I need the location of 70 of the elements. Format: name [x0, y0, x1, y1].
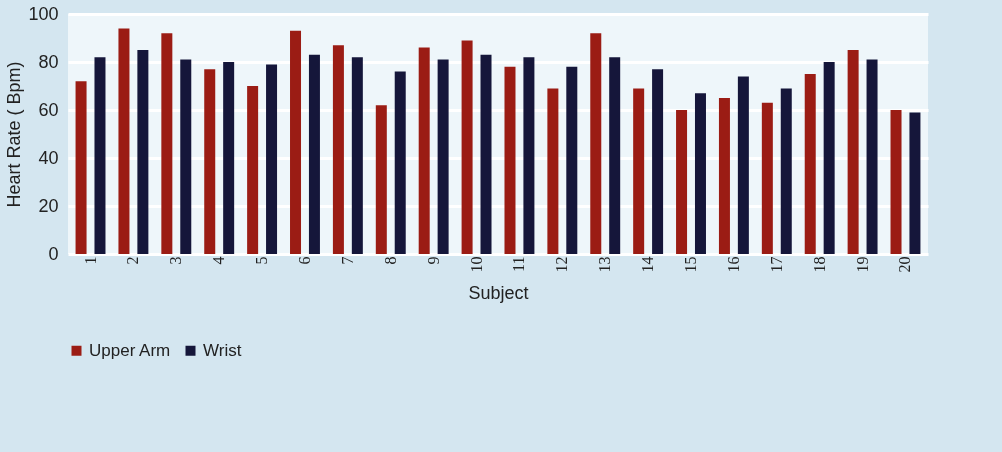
bar [804, 74, 816, 254]
bar [909, 112, 921, 254]
bar [480, 54, 492, 254]
bar [118, 28, 130, 254]
bar [180, 59, 192, 254]
x-tick-label: 14 [639, 256, 657, 273]
y-tick-label: 20 [38, 195, 59, 216]
bar [737, 76, 749, 254]
bar [694, 93, 706, 254]
x-tick-label: 5 [253, 256, 271, 265]
bar [308, 54, 320, 254]
y-tick-label: 80 [38, 51, 59, 72]
legend-label: Upper Arm [89, 340, 171, 360]
x-axis-title: Subject [468, 282, 529, 303]
y-tick-label: 0 [48, 243, 59, 264]
x-tick-label: 8 [381, 256, 399, 265]
bar [137, 50, 149, 254]
bar [94, 57, 106, 254]
bar [780, 88, 792, 254]
bar [633, 88, 645, 254]
bar [718, 98, 730, 254]
bar [204, 69, 216, 254]
x-tick-label: 10 [467, 256, 485, 273]
y-tick-label: 40 [38, 147, 59, 168]
bar [609, 57, 621, 254]
x-tick-label: 12 [553, 256, 571, 273]
x-tick-label: 13 [596, 256, 614, 273]
bar [504, 66, 516, 254]
x-tick-label: 19 [853, 256, 871, 273]
y-tick-label: 60 [38, 99, 59, 120]
bar [75, 81, 87, 254]
x-tick-label: 17 [767, 256, 785, 273]
bar [351, 57, 363, 254]
bar [652, 69, 664, 254]
bar [523, 57, 535, 254]
bar [418, 47, 430, 254]
x-tick-label: 15 [682, 256, 700, 273]
x-tick-label: 9 [424, 256, 442, 265]
x-tick-label: 18 [810, 256, 828, 273]
bar [394, 71, 406, 254]
x-tick-label: 4 [210, 256, 228, 265]
bar [761, 102, 773, 254]
bar [332, 45, 344, 254]
bar [437, 59, 449, 254]
bar [223, 62, 235, 254]
x-tick-label: 11 [510, 256, 528, 272]
bar [247, 86, 259, 254]
bar [461, 40, 473, 254]
bar [866, 59, 878, 254]
bar [161, 33, 173, 254]
bar [890, 110, 902, 254]
x-tick-label: 7 [338, 256, 356, 265]
x-tick-label: 2 [124, 256, 142, 265]
x-tick-label: 3 [167, 256, 185, 265]
y-axis-title: Heart Rate ( Bpm) [4, 61, 25, 208]
x-tick-label: 16 [724, 256, 742, 273]
x-tick-label: 6 [295, 256, 313, 265]
x-tick-label: 20 [896, 256, 914, 273]
y-tick-label: 100 [28, 3, 59, 24]
bar [590, 33, 602, 254]
bar [847, 50, 859, 254]
x-tick-label: 1 [81, 256, 99, 265]
bar [290, 30, 302, 254]
legend-label: Wrist [203, 340, 242, 360]
bar [676, 110, 688, 254]
bar [547, 88, 559, 254]
bar [375, 105, 387, 254]
bar [266, 64, 278, 254]
bar [566, 66, 578, 254]
bar [823, 62, 835, 254]
